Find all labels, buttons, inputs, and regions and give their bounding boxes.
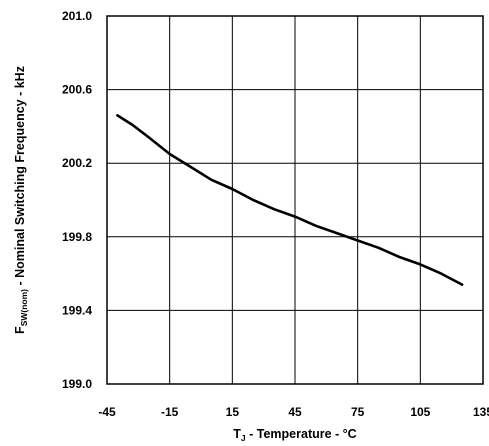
- grid-lines: [106, 15, 484, 385]
- y-tick-labels: 201.0 200.6 200.2 199.8 199.4 199.0: [62, 9, 92, 391]
- x-tick-labels: -45 -15 15 45 75 105 135: [98, 405, 489, 419]
- series-group: [116, 114, 464, 286]
- y-tick-label: 199.0: [62, 377, 92, 391]
- y-tick-label: 200.6: [62, 83, 92, 97]
- x-tick-label: 105: [410, 405, 430, 419]
- y-axis-title: FSW(nom) - Nominal Switching Frequency -…: [13, 66, 29, 334]
- x-axis-title: TJ - Temperature - °C: [233, 427, 356, 443]
- x-tick-label: 75: [351, 405, 365, 419]
- x-tick-label: 135: [473, 405, 489, 419]
- y-tick-label: 199.8: [62, 230, 92, 244]
- x-tick-label: -15: [161, 405, 179, 419]
- x-tick-label: 45: [288, 405, 302, 419]
- y-tick-label: 199.4: [62, 303, 92, 317]
- plot-frame: [106, 15, 484, 385]
- y-tick-label: 201.0: [62, 9, 92, 23]
- y-tick-label: 200.2: [62, 156, 92, 170]
- x-tick-label: -45: [98, 405, 116, 419]
- series-line: [116, 114, 464, 286]
- x-tick-label: 15: [226, 405, 240, 419]
